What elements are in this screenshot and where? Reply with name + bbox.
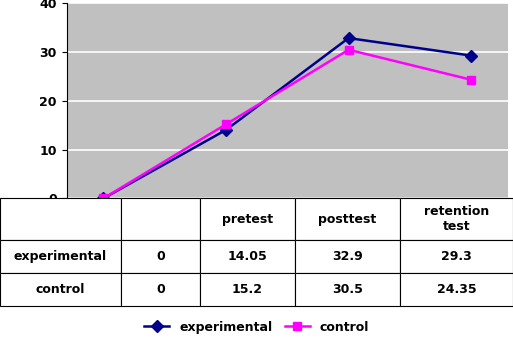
Text: pretest: pretest: [222, 213, 273, 226]
Bar: [0, 273, 121, 306]
Bar: [200, 198, 295, 240]
Bar: [0, 240, 121, 273]
Text: 0: 0: [156, 250, 165, 263]
Text: retention
test: retention test: [424, 205, 489, 233]
Bar: [121, 273, 200, 306]
Bar: [200, 273, 295, 306]
Text: experimental: experimental: [14, 250, 107, 263]
Legend: experimental, control: experimental, control: [139, 316, 374, 339]
Text: 24.35: 24.35: [437, 283, 477, 296]
Bar: [121, 240, 200, 273]
Text: posttest: posttest: [319, 213, 377, 226]
Text: 29.3: 29.3: [441, 250, 472, 263]
Bar: [200, 240, 295, 273]
Bar: [400, 240, 513, 273]
Text: 14.05: 14.05: [228, 250, 267, 263]
Bar: [295, 240, 400, 273]
Bar: [200, 240, 295, 273]
Bar: [0, 240, 121, 273]
Bar: [295, 198, 400, 240]
Bar: [121, 240, 200, 273]
Bar: [121, 198, 200, 240]
Bar: [200, 273, 295, 306]
Bar: [295, 240, 400, 273]
Bar: [400, 198, 513, 240]
Bar: [121, 273, 200, 306]
Text: control: control: [35, 283, 85, 296]
Bar: [295, 273, 400, 306]
Bar: [400, 273, 513, 306]
Bar: [400, 198, 513, 240]
Bar: [121, 198, 200, 240]
Bar: [400, 273, 513, 306]
Bar: [295, 273, 400, 306]
Bar: [0, 198, 121, 240]
Text: 32.9: 32.9: [332, 250, 363, 263]
Text: 0: 0: [156, 283, 165, 296]
Bar: [0, 198, 121, 240]
Bar: [0, 273, 121, 306]
Bar: [400, 240, 513, 273]
Bar: [295, 198, 400, 240]
Text: 30.5: 30.5: [332, 283, 363, 296]
Text: 15.2: 15.2: [232, 283, 263, 296]
Bar: [200, 198, 295, 240]
